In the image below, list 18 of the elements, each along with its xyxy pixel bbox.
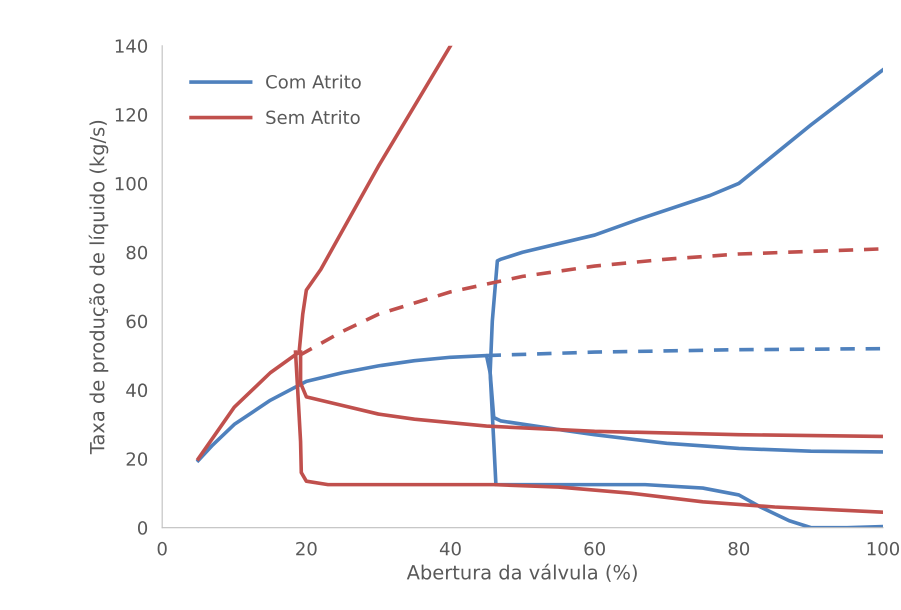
y-tick-label: 140 — [116, 39, 148, 53]
x-tick-label: 80 — [728, 542, 750, 556]
y-tick-label: 100 — [116, 176, 148, 191]
legend-label: Com Atrito — [266, 74, 361, 89]
x-tick-label: 0 — [158, 542, 167, 556]
y-tick-label: 0 — [138, 521, 148, 535]
y-tick-label: 120 — [116, 108, 148, 122]
y-axis-title: Taxa de produção de líquido (kg/s) — [88, 120, 108, 454]
x-axis-title: Abertura da válvula (%) — [406, 564, 637, 582]
x-tick-label: 20 — [296, 542, 317, 556]
y-tick-label: 60 — [126, 314, 148, 328]
x-tick-label: 100 — [868, 542, 900, 556]
y-tick-label: 20 — [126, 452, 148, 466]
x-tick-label: 60 — [584, 542, 605, 556]
y-tick-label: 80 — [126, 246, 148, 260]
x-tick-label: 40 — [440, 542, 461, 556]
y-tick-label: 40 — [126, 383, 148, 398]
legend-label: Sem Atrito — [266, 110, 360, 124]
